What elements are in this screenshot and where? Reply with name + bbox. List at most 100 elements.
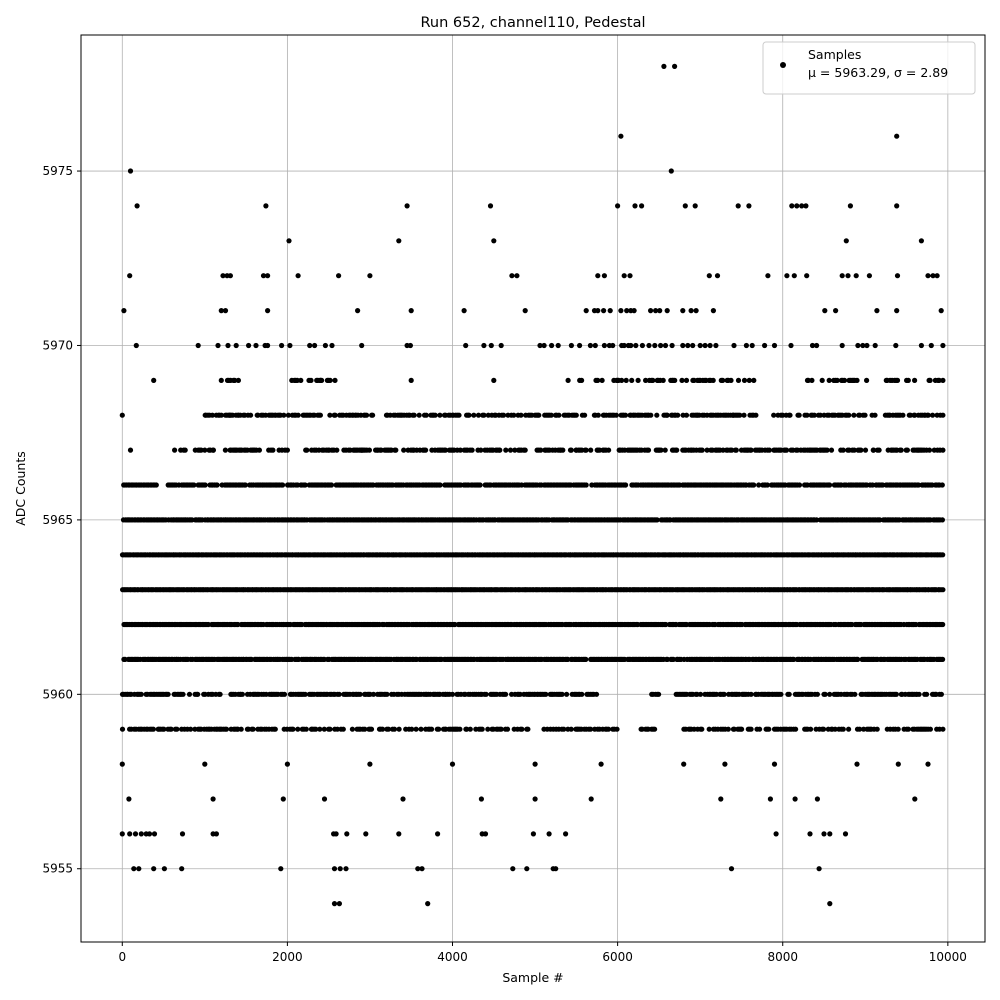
data-point <box>322 342 328 349</box>
data-point <box>912 796 918 802</box>
data-point <box>327 726 333 732</box>
data-point <box>852 377 858 383</box>
data-point <box>260 273 267 279</box>
data-point <box>242 482 248 488</box>
data-point <box>481 342 487 349</box>
legend: Samples μ = 5963.29, σ = 2.89 <box>762 41 976 95</box>
data-point <box>699 726 705 732</box>
chart-title: Run 652, channel110, Pedestal <box>420 15 645 31</box>
data-point <box>814 796 821 802</box>
data-point <box>793 726 799 732</box>
data-point <box>530 831 537 837</box>
data-point <box>565 377 571 383</box>
data-point <box>916 691 922 697</box>
data-point <box>840 447 846 453</box>
data-point <box>796 482 803 488</box>
data-point <box>654 412 660 418</box>
data-point <box>215 342 221 349</box>
data-point <box>905 726 912 732</box>
data-point <box>623 377 629 383</box>
data-point <box>464 726 470 732</box>
data-point <box>672 377 678 383</box>
data-point <box>522 447 528 453</box>
data-point <box>621 342 627 349</box>
data-point <box>280 482 286 488</box>
data-point <box>789 203 795 209</box>
legend-box <box>762 41 976 95</box>
x-tick-label: 0 <box>118 950 126 964</box>
data-point <box>332 377 338 383</box>
data-point <box>529 412 535 418</box>
data-point <box>248 412 254 418</box>
x-tick-label: 10000 <box>929 950 967 964</box>
data-point <box>380 726 386 732</box>
data-point <box>839 342 845 349</box>
data-point <box>858 447 864 453</box>
data-point <box>191 482 197 488</box>
data-point <box>728 866 735 872</box>
data-point <box>940 726 946 732</box>
data-point <box>827 901 833 907</box>
data-point <box>477 482 483 488</box>
data-point <box>661 63 667 69</box>
data-point <box>281 691 288 697</box>
data-point <box>471 412 477 418</box>
data-point <box>332 412 338 418</box>
data-point <box>653 308 659 314</box>
data-point <box>355 308 361 314</box>
data-point <box>511 412 517 418</box>
data-point <box>126 796 132 802</box>
data-point <box>411 412 417 418</box>
data-point <box>927 377 933 383</box>
data-point <box>771 342 778 349</box>
data-point <box>321 726 327 732</box>
data-point <box>174 726 180 732</box>
data-point <box>743 342 750 349</box>
data-point <box>894 203 900 209</box>
data-point <box>343 866 349 872</box>
data-point <box>697 691 704 697</box>
data-point <box>413 726 419 732</box>
data-point <box>872 412 878 418</box>
data-point <box>799 203 805 209</box>
data-point <box>131 866 137 872</box>
data-point <box>127 273 133 279</box>
data-point <box>498 726 504 732</box>
data-point <box>478 447 484 453</box>
data-point <box>664 308 670 314</box>
data-point <box>408 308 414 314</box>
data-point <box>601 273 608 279</box>
data-point <box>238 726 244 732</box>
data-point <box>198 447 204 453</box>
data-point <box>601 308 607 314</box>
data-point <box>449 691 456 697</box>
data-point <box>564 691 570 697</box>
data-point <box>749 342 755 349</box>
data-point <box>549 342 555 349</box>
data-point <box>127 168 134 174</box>
data-point <box>791 656 797 663</box>
data-point <box>134 203 140 209</box>
data-point <box>680 308 686 314</box>
data-point <box>303 726 309 732</box>
data-point <box>828 447 835 453</box>
data-point <box>627 273 633 279</box>
data-point <box>280 796 286 802</box>
data-point <box>771 761 778 767</box>
data-point <box>503 447 509 453</box>
data-point <box>860 342 866 349</box>
data-point <box>592 342 598 349</box>
data-point <box>731 342 737 349</box>
data-point <box>690 342 696 349</box>
data-point <box>895 761 901 767</box>
data-point <box>408 377 414 383</box>
data-point <box>648 412 654 418</box>
data-point <box>595 377 601 383</box>
data-point <box>846 726 852 732</box>
data-point <box>487 203 494 209</box>
data-point <box>593 691 600 697</box>
data-point <box>563 831 569 837</box>
data-point <box>927 726 934 732</box>
data-point <box>851 447 857 453</box>
data-point <box>121 308 127 314</box>
